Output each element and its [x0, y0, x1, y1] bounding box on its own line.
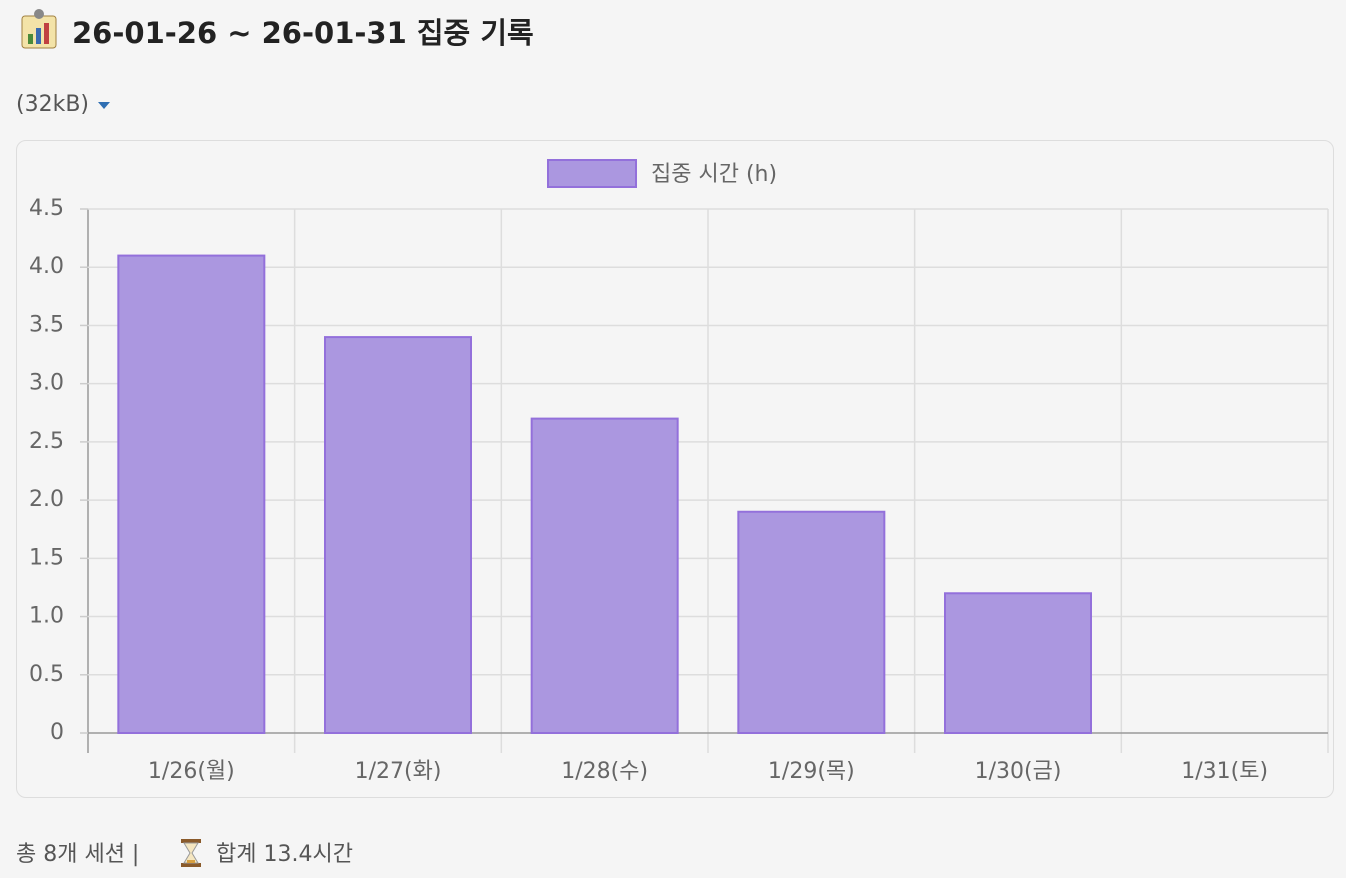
session-count: 총 8개 세션 | [16, 842, 140, 867]
x-tick-label: 1/28(수) [561, 759, 648, 784]
y-tick-label: 2.5 [29, 429, 64, 454]
file-size[interactable]: (32kB) [16, 92, 112, 117]
y-tick-label: 4.5 [29, 196, 64, 221]
total-time: 합계 13.4시간 [216, 842, 353, 867]
y-tick-label: 0 [50, 720, 64, 745]
y-tick-label: 3.0 [29, 371, 64, 396]
x-tick-label: 1/27(화) [355, 759, 442, 784]
legend-swatch [547, 159, 637, 188]
bar [737, 510, 886, 734]
x-tick-label: 1/26(월) [148, 759, 235, 784]
page-title: 26-01-26 ~ 26-01-31 집중 기록 [72, 16, 534, 50]
y-tick-label: 1.0 [29, 604, 64, 629]
legend-label: 집중 시간 (h) [651, 162, 777, 187]
bar [944, 592, 1092, 734]
hourglass-icon [181, 839, 201, 867]
chart-icon [21, 9, 57, 49]
dropdown-arrow[interactable] [96, 99, 112, 111]
y-tick-label: 4.0 [29, 254, 64, 279]
x-tick-label: 1/30(금) [975, 759, 1062, 784]
y-tick-label: 1.5 [29, 545, 64, 570]
x-tick-label: 1/29(목) [768, 759, 855, 784]
bar [117, 254, 266, 734]
bar [530, 417, 679, 734]
y-tick-label: 3.5 [29, 312, 64, 337]
bar [324, 336, 472, 734]
file-size-text: (32kB) [16, 92, 89, 117]
y-tick-label: 0.5 [29, 662, 64, 687]
y-tick-label: 2.0 [29, 487, 64, 512]
x-tick-label: 1/31(토) [1181, 759, 1268, 784]
